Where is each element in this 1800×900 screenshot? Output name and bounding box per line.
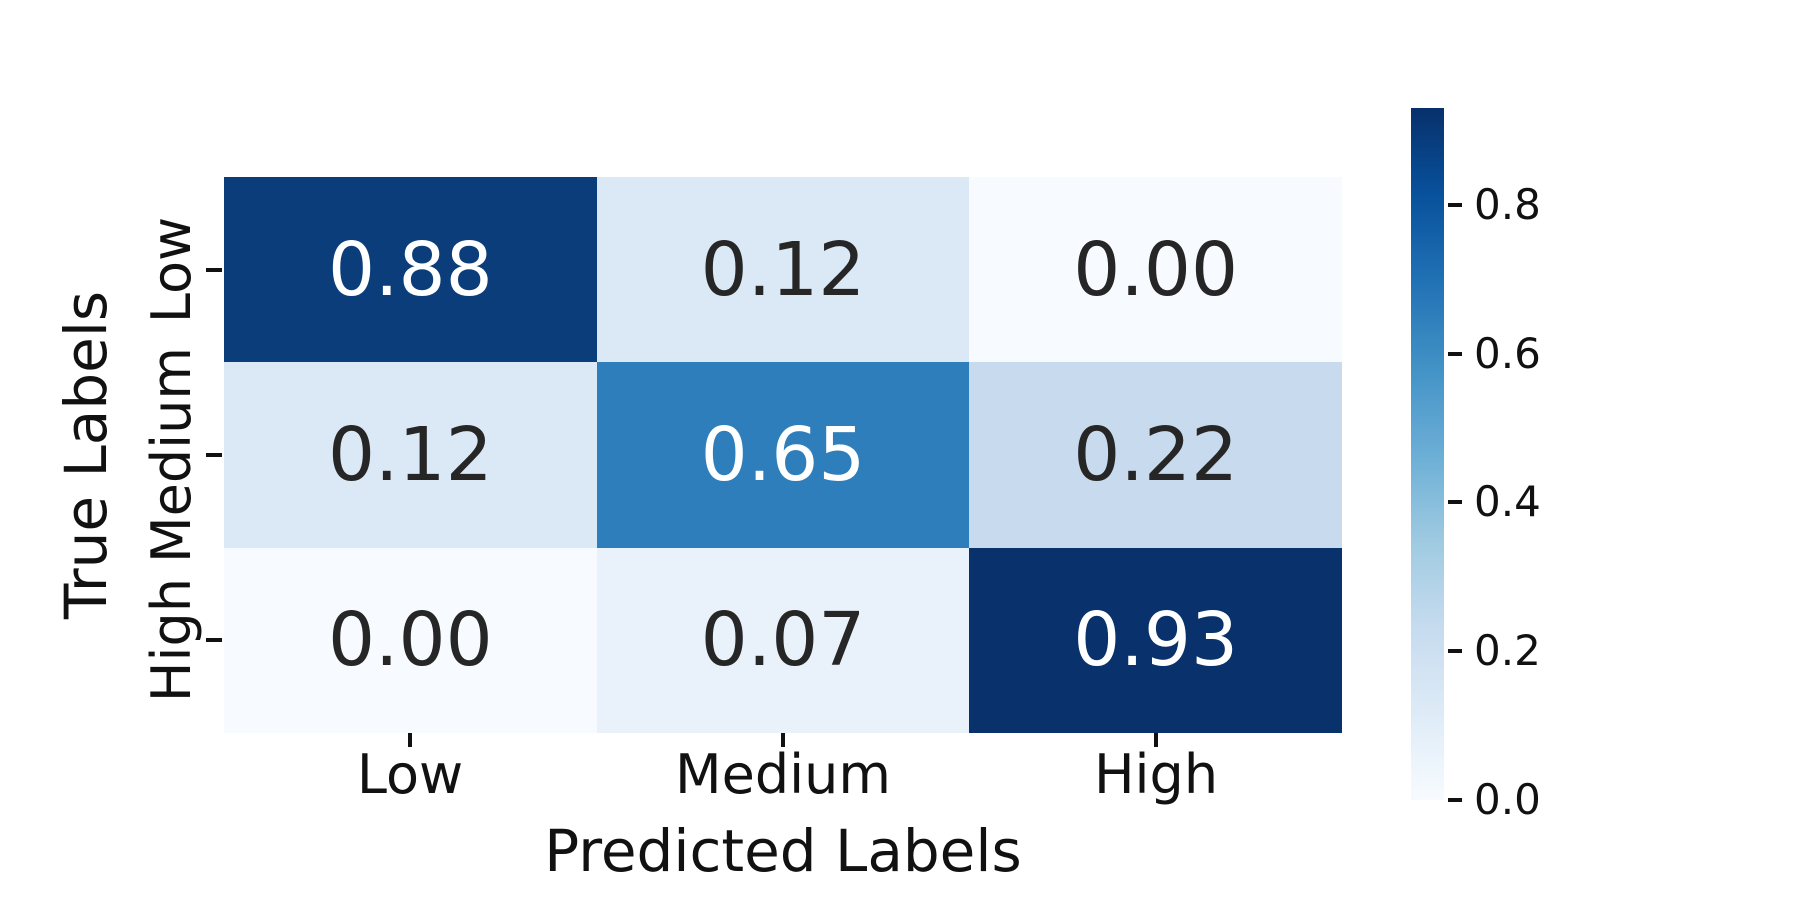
colorbar-tick-mark — [1448, 202, 1462, 207]
heatmap-cell-low-medium: 0.12 — [596, 177, 970, 363]
colorbar-tick-label: 0.2 — [1474, 626, 1541, 676]
heatmap-cell-medium-medium: 0.65 — [596, 362, 970, 548]
x-axis-title: Predicted Labels — [544, 817, 1022, 885]
colorbar-tick-mark — [1448, 500, 1462, 505]
colorbar-tick-mark — [1448, 798, 1462, 802]
x-tick-label-low: Low — [356, 743, 464, 806]
x-tick-label-medium: Medium — [675, 743, 891, 806]
y-tick-mark-medium — [206, 453, 222, 457]
colorbar — [1411, 108, 1444, 800]
y-axis-title: True Labels — [52, 290, 120, 620]
y-tick-label-medium: Medium — [140, 347, 203, 563]
colorbar-tick-label: 0.6 — [1474, 328, 1541, 378]
colorbar-tick-label: 0.8 — [1474, 179, 1541, 229]
colorbar-tick-label: 0.4 — [1474, 477, 1541, 527]
y-tick-mark-high — [206, 638, 222, 642]
colorbar-tick-mark — [1448, 649, 1462, 654]
x-tick-mark-high — [1154, 733, 1158, 747]
colorbar-tick-mark — [1448, 351, 1462, 356]
heatmap-cell-high-high: 0.93 — [969, 547, 1342, 733]
heatmap-cell-medium-low: 0.12 — [224, 362, 597, 548]
heatmap-cell-medium-high: 0.22 — [969, 362, 1342, 548]
y-tick-label-high: High — [140, 577, 203, 703]
x-tick-label-high: High — [1093, 743, 1219, 806]
y-tick-label-low: Low — [140, 216, 203, 324]
x-tick-mark-low — [408, 733, 412, 747]
heatmap-cell-high-medium: 0.07 — [596, 547, 970, 733]
heatmap-cell-low-high: 0.00 — [969, 177, 1342, 363]
heatmap-cell-low-low: 0.88 — [224, 177, 597, 363]
heatmap-grid: 0.88 0.12 0.00 0.12 0.65 0.22 0.00 0.07 0.93 — [224, 177, 1342, 733]
heatmap-cell-high-low: 0.00 — [224, 547, 597, 733]
y-tick-mark-low — [206, 268, 222, 272]
colorbar-tick-label: 0.0 — [1474, 775, 1541, 824]
x-tick-mark-medium — [781, 733, 785, 747]
